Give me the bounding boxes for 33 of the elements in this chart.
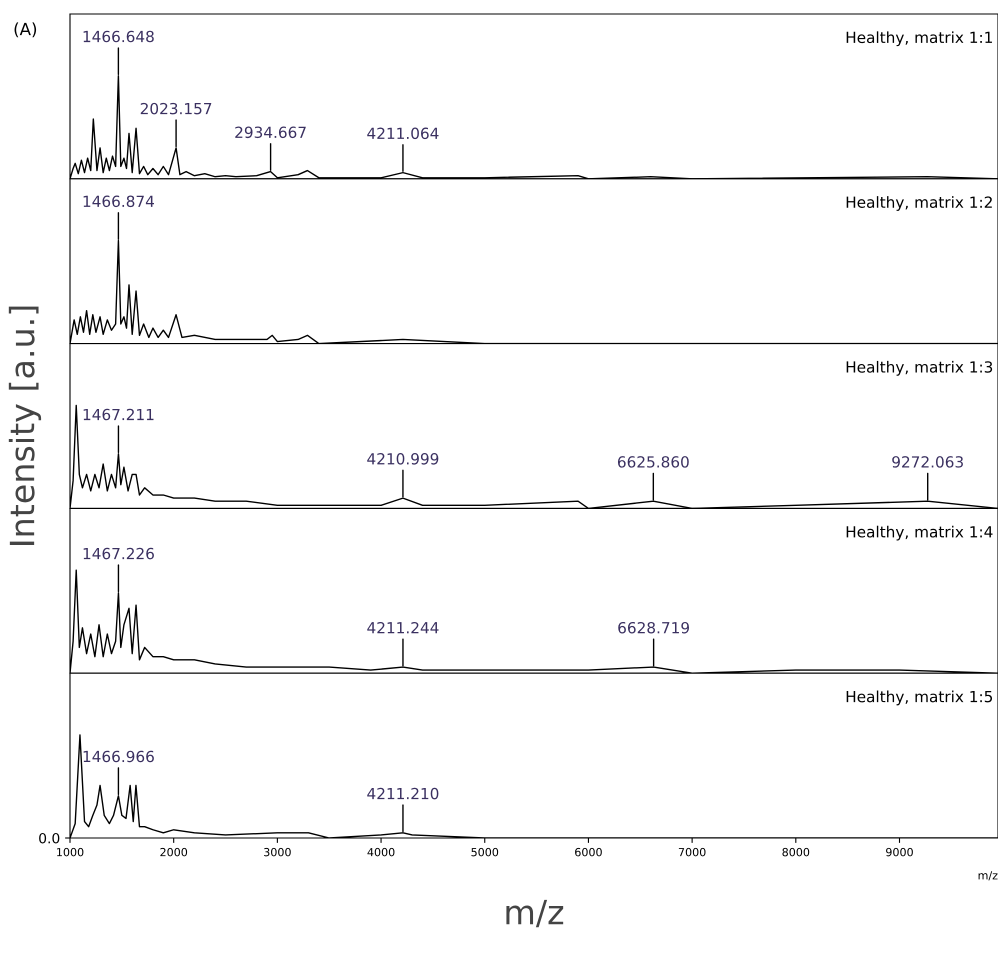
annotation: 4210.999 — [367, 453, 438, 465]
annotation: 4211.244 — [367, 622, 439, 634]
annotation: 1466.648 — [84, 30, 154, 42]
x-tick-label: 4000 — [367, 848, 394, 856]
annotation: 1466.874 — [84, 196, 154, 208]
text: Healthy, matrix 1:3 — [846, 360, 992, 376]
x-tick-label: 6000 — [575, 848, 602, 856]
x-axis-title: m/z — [506, 900, 564, 928]
annotation: 1467.226 — [84, 548, 154, 560]
x-tick-label: 3000 — [264, 848, 291, 856]
x-tick-label: 2000 — [160, 848, 188, 856]
x-tick-label: 7000 — [678, 848, 706, 856]
x-tick-label: 9000 — [886, 848, 913, 856]
text: Healthy, matrix 1:2 — [846, 196, 992, 211]
text: Healthy, matrix 1:1 — [846, 31, 992, 46]
annotation: 1467.211 — [84, 408, 154, 420]
text: (A) — [14, 22, 36, 38]
text: m/z — [978, 871, 998, 880]
x-tick-label: 5000 — [471, 848, 498, 856]
text: Healthy, matrix 1:5 — [846, 690, 992, 706]
annotation: 6628.719 — [618, 622, 689, 634]
x-tick-label: 8000 — [782, 848, 810, 856]
annotation: 9272.063 — [892, 456, 963, 468]
x-tick-label: 1000 — [57, 848, 84, 856]
text: Healthy, matrix 1:4 — [846, 526, 993, 541]
text: 0.0 — [39, 832, 60, 844]
annotation: 1466.966 — [84, 750, 154, 762]
y-axis-title: Intensity [a.u.] — [8, 306, 42, 545]
annotation: 4211.210 — [367, 788, 438, 800]
annotation: 6625.860 — [618, 456, 689, 468]
annotation: 2934.667 — [235, 126, 306, 138]
annotation: 4211.064 — [367, 128, 439, 140]
annotation: 2023.157 — [140, 102, 212, 114]
